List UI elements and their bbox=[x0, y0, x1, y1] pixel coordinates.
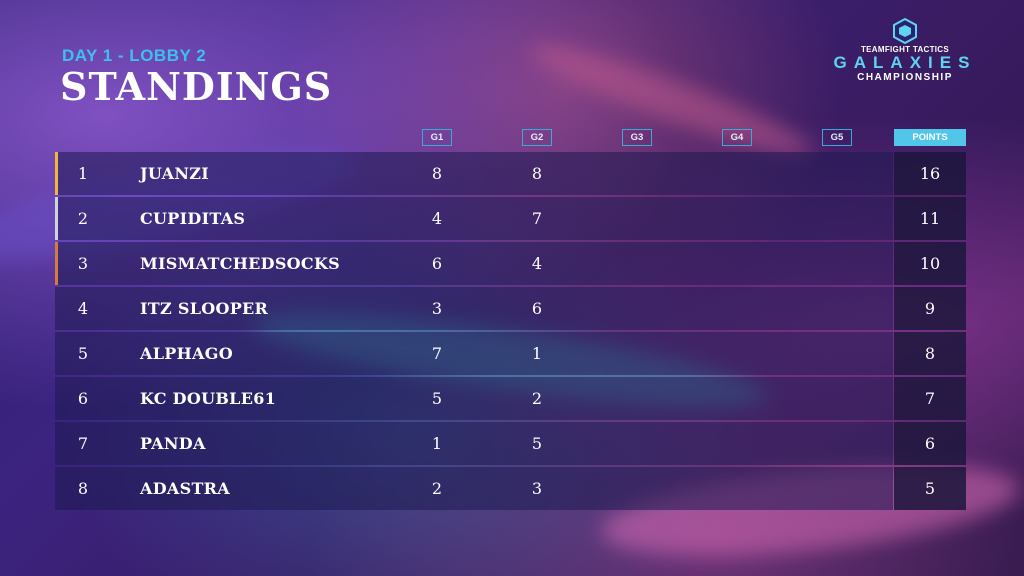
game-g5-score bbox=[822, 377, 852, 420]
tft-emblem-icon bbox=[892, 17, 918, 45]
points-cell: 10 bbox=[894, 242, 966, 285]
row-background bbox=[55, 332, 893, 375]
game-g4-score bbox=[722, 467, 752, 510]
game-g3-score bbox=[622, 242, 652, 285]
points-cell: 5 bbox=[894, 467, 966, 510]
table-row: 4 ITZ SLOOPER 3 6 9 bbox=[55, 287, 966, 330]
game-g1-score: 2 bbox=[431, 479, 443, 498]
points-cell: 11 bbox=[894, 197, 966, 240]
game-g3-score bbox=[622, 377, 652, 420]
game-g2-score: 5 bbox=[531, 434, 543, 453]
points-cell: 16 bbox=[894, 152, 966, 195]
page-title: STANDINGS bbox=[60, 64, 333, 109]
player-name: PANDA bbox=[140, 434, 206, 453]
row-background bbox=[55, 152, 893, 195]
game-g4-score bbox=[722, 242, 752, 285]
rank-accent-bar bbox=[55, 242, 58, 285]
game-g3-score bbox=[622, 467, 652, 510]
rank-cell: 3 bbox=[77, 254, 89, 273]
column-header-g4: G4 bbox=[722, 129, 752, 146]
points-cell: 7 bbox=[894, 377, 966, 420]
player-name: KC DOUBLE61 bbox=[140, 389, 277, 408]
game-g2-score: 1 bbox=[531, 344, 543, 363]
column-header-g2: G2 bbox=[522, 129, 552, 146]
game-g5-score bbox=[822, 152, 852, 195]
game-g4-score bbox=[722, 197, 752, 240]
game-g3-score bbox=[622, 152, 652, 195]
game-g1-score: 8 bbox=[431, 164, 443, 183]
player-name: ITZ SLOOPER bbox=[140, 299, 269, 318]
game-g1-score: 3 bbox=[431, 299, 443, 318]
game-g2-score: 4 bbox=[531, 254, 543, 273]
table-row: 3 MISMATCHEDSOCKS 6 4 10 bbox=[55, 242, 966, 285]
rank-cell: 5 bbox=[77, 344, 89, 363]
game-g1-score: 7 bbox=[431, 344, 443, 363]
row-background bbox=[55, 467, 893, 510]
game-g4-score bbox=[722, 422, 752, 465]
row-background bbox=[55, 197, 893, 240]
rank-cell: 4 bbox=[77, 299, 89, 318]
game-g5-score bbox=[822, 467, 852, 510]
game-g2-score: 3 bbox=[531, 479, 543, 498]
game-g4-score bbox=[722, 152, 752, 195]
points-cell: 6 bbox=[894, 422, 966, 465]
game-g3-score bbox=[622, 332, 652, 375]
game-g1-score: 5 bbox=[431, 389, 443, 408]
player-name: JUANZI bbox=[140, 164, 210, 183]
player-name: MISMATCHEDSOCKS bbox=[140, 254, 341, 273]
game-g2-score: 2 bbox=[531, 389, 543, 408]
player-name: CUPIDITAS bbox=[140, 209, 246, 228]
table-row: 6 KC DOUBLE61 5 2 7 bbox=[55, 377, 966, 420]
row-background bbox=[55, 422, 893, 465]
points-cell: 9 bbox=[894, 287, 966, 330]
table-row: 8 ADASTRA 2 3 5 bbox=[55, 467, 966, 510]
game-g2-score: 6 bbox=[531, 299, 543, 318]
row-background bbox=[55, 242, 893, 285]
table-row: 1 JUANZI 8 8 16 bbox=[55, 152, 966, 195]
lobby-subtitle: DAY 1 - LOBBY 2 bbox=[62, 46, 207, 65]
game-g5-score bbox=[822, 197, 852, 240]
game-g4-score bbox=[722, 377, 752, 420]
background-nebula-streak bbox=[522, 29, 818, 171]
game-g5-score bbox=[822, 332, 852, 375]
table-row: 7 PANDA 1 5 6 bbox=[55, 422, 966, 465]
points-cell: 8 bbox=[894, 332, 966, 375]
game-g2-score: 7 bbox=[531, 209, 543, 228]
column-header-g3: G3 bbox=[622, 129, 652, 146]
rank-accent-bar bbox=[55, 197, 58, 240]
game-g5-score bbox=[822, 287, 852, 330]
row-background bbox=[55, 287, 893, 330]
logo-line-2: GALAXIES bbox=[833, 53, 977, 72]
rank-cell: 1 bbox=[77, 164, 89, 183]
game-g3-score bbox=[622, 197, 652, 240]
game-g2-score: 8 bbox=[531, 164, 543, 183]
row-background bbox=[55, 377, 893, 420]
column-header-g5: G5 bbox=[822, 129, 852, 146]
column-header-points: POINTS bbox=[894, 129, 966, 146]
game-g4-score bbox=[722, 287, 752, 330]
game-g4-score bbox=[722, 332, 752, 375]
rank-accent-bar bbox=[55, 152, 58, 195]
tournament-logo: TEAMFIGHT TACTICS GALAXIES CHAMPIONSHIP bbox=[830, 17, 980, 83]
game-g1-score: 1 bbox=[431, 434, 443, 453]
rank-cell: 6 bbox=[77, 389, 89, 408]
table-row: 5 ALPHAGO 7 1 8 bbox=[55, 332, 966, 375]
game-g1-score: 4 bbox=[431, 209, 443, 228]
rank-cell: 7 bbox=[77, 434, 89, 453]
game-g3-score bbox=[622, 422, 652, 465]
game-g5-score bbox=[822, 422, 852, 465]
game-g3-score bbox=[622, 287, 652, 330]
column-header-g1: G1 bbox=[422, 129, 452, 146]
logo-line-3: CHAMPIONSHIP bbox=[857, 72, 953, 83]
game-g1-score: 6 bbox=[431, 254, 443, 273]
player-name: ADASTRA bbox=[140, 479, 230, 498]
rank-cell: 8 bbox=[77, 479, 89, 498]
game-g5-score bbox=[822, 242, 852, 285]
rank-cell: 2 bbox=[77, 209, 89, 228]
logo-line-1: TEAMFIGHT TACTICS bbox=[860, 45, 950, 54]
player-name: ALPHAGO bbox=[140, 344, 233, 363]
table-row: 2 CUPIDITAS 4 7 11 bbox=[55, 197, 966, 240]
